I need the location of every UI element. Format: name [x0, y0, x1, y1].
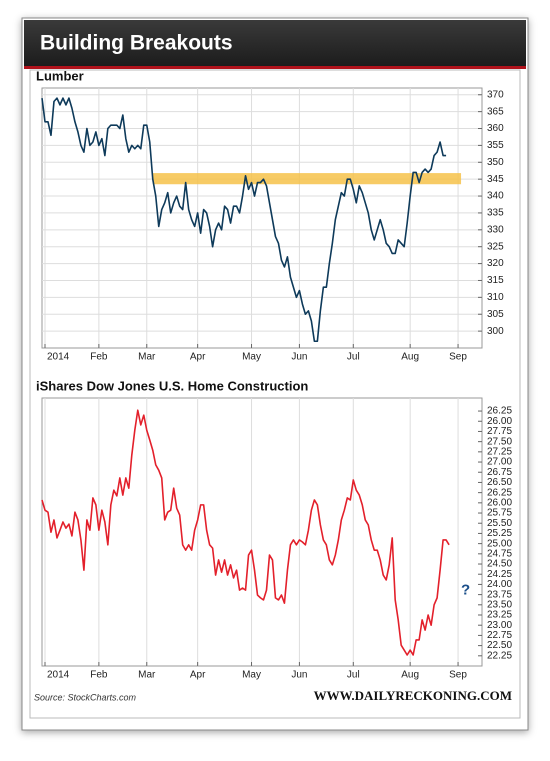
y-tick-label: 24.50: [487, 559, 512, 570]
y-tick-label: 300: [487, 326, 504, 337]
y-tick-label: 23.25: [487, 610, 512, 621]
header-rule: [24, 66, 526, 69]
y-tick-label: 335: [487, 208, 504, 219]
breakout-band: [152, 173, 462, 185]
y-tick-label: 26.00: [487, 497, 512, 508]
y-tick-label: 22.50: [487, 640, 512, 651]
brand: WWW.DAILYRECKONING.COM: [314, 688, 512, 703]
header-bar: [24, 20, 526, 66]
y-tick-label: 27.00: [487, 457, 512, 468]
x-tick-label: Mar: [138, 352, 156, 363]
y-tick-label: 27.50: [487, 436, 512, 447]
y-tick-label: 25.75: [487, 508, 512, 519]
x-tick-label: May: [242, 670, 261, 681]
y-tick-label: 305: [487, 309, 504, 320]
y-tick-label: 330: [487, 224, 504, 235]
y-tick-label: 25.25: [487, 528, 512, 539]
y-tick-label: 355: [487, 140, 504, 151]
y-tick-label: 23.75: [487, 589, 512, 600]
y-tick-label: 345: [487, 174, 504, 185]
source: Source: StockCharts.com: [34, 692, 137, 702]
y-tick-label: 24.00: [487, 579, 512, 590]
y-tick-label: 23.00: [487, 620, 512, 631]
y-tick-label: 26.75: [487, 467, 512, 478]
y-tick-label: 26.25: [487, 406, 512, 417]
x-tick-label: Feb: [90, 352, 108, 363]
y-tick-label: 26.00: [487, 416, 512, 427]
price-line: [41, 97, 447, 343]
y-tick-label: 310: [487, 292, 504, 303]
chart-title: Lumber: [36, 68, 84, 83]
x-tick-label: Apr: [190, 670, 206, 681]
chart-title: iShares Dow Jones U.S. Home Construction: [36, 378, 308, 393]
y-tick-label: 350: [487, 157, 504, 168]
y-tick-label: 315: [487, 275, 504, 286]
y-tick-label: 27.25: [487, 446, 512, 457]
y-tick-label: 340: [487, 191, 504, 202]
x-tick-label: 2014: [47, 670, 70, 681]
plot-area: [41, 87, 483, 349]
x-tick-label: Aug: [401, 670, 419, 681]
y-tick-label: 23.50: [487, 599, 512, 610]
x-tick-label: Apr: [190, 352, 206, 363]
y-tick-label: 26.25: [487, 487, 512, 498]
x-tick-label: Jun: [291, 670, 307, 681]
x-tick-label: 2014: [47, 352, 70, 363]
x-tick-label: May: [242, 352, 261, 363]
y-tick-label: 22.25: [487, 650, 512, 661]
x-tick-label: Jul: [347, 352, 360, 363]
x-tick-label: Jul: [347, 670, 360, 681]
y-tick-label: 22.75: [487, 630, 512, 641]
y-tick-label: 320: [487, 258, 504, 269]
y-tick-label: 24.25: [487, 569, 512, 580]
y-tick-label: 370: [487, 89, 504, 100]
x-tick-label: Sep: [449, 352, 467, 363]
y-tick-label: 24.75: [487, 548, 512, 559]
x-tick-label: Aug: [401, 352, 419, 363]
plot-area: [41, 397, 483, 667]
price-line: [41, 409, 450, 656]
y-tick-label: 27.75: [487, 426, 512, 437]
x-tick-label: Mar: [138, 670, 156, 681]
x-tick-label: Sep: [449, 670, 467, 681]
y-tick-label: 325: [487, 241, 504, 252]
annotation: ?: [461, 582, 470, 599]
y-tick-label: 25.00: [487, 538, 512, 549]
x-tick-label: Feb: [90, 670, 108, 681]
x-tick-label: Jun: [291, 352, 307, 363]
y-tick-label: 360: [487, 123, 504, 134]
y-tick-label: 365: [487, 106, 504, 117]
y-tick-label: 26.50: [487, 477, 512, 488]
header-title: Building Breakouts: [40, 32, 233, 55]
y-tick-label: 25.50: [487, 518, 512, 529]
